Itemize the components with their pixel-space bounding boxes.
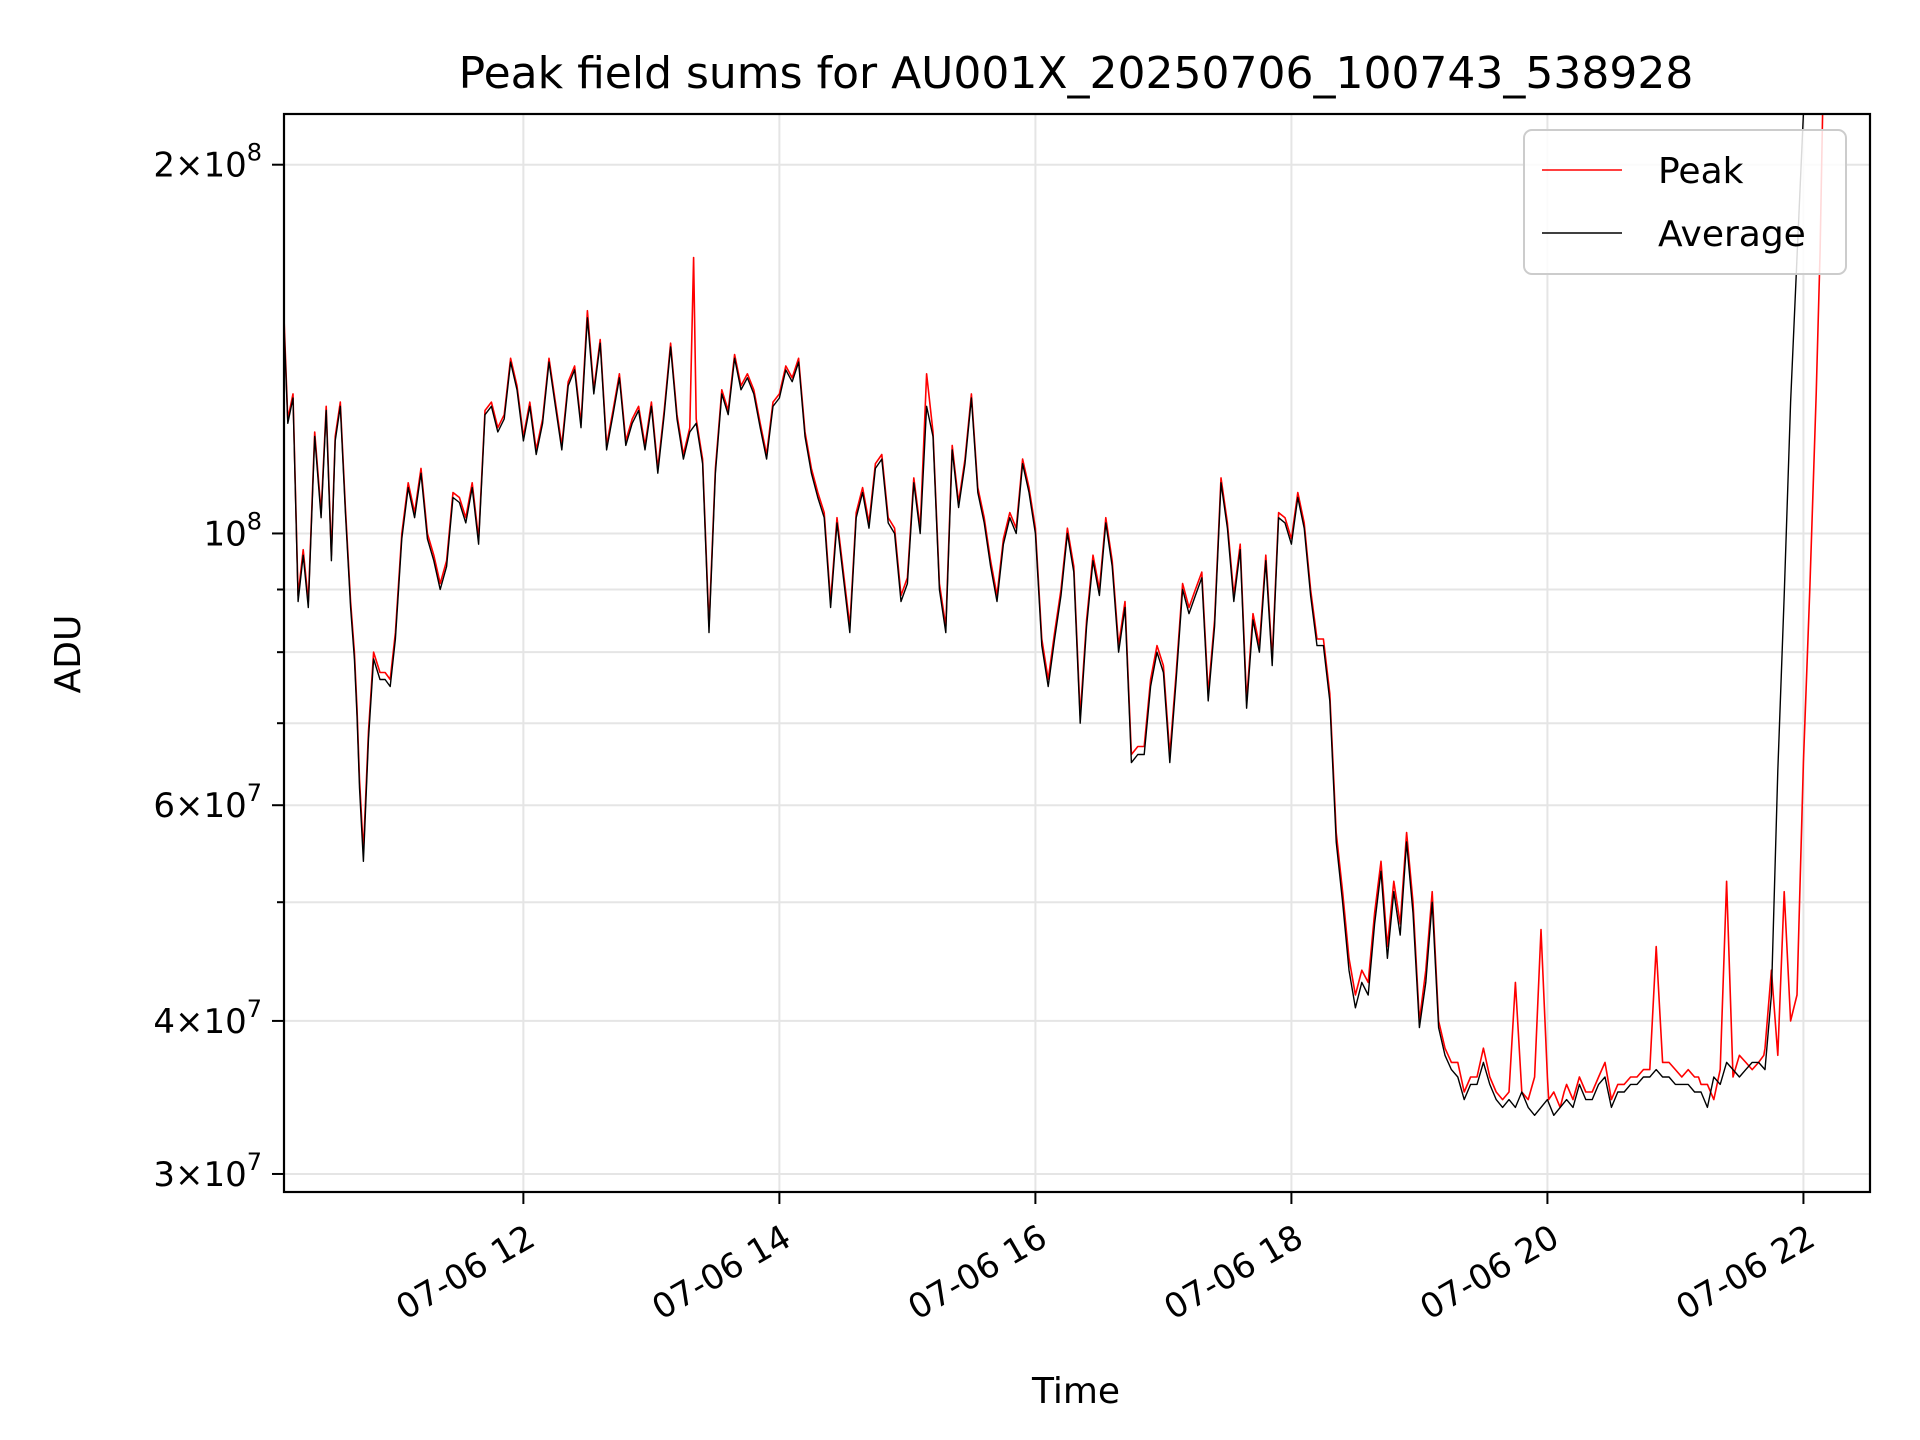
- y-axis-label: ADU: [48, 615, 89, 694]
- legend-label-average: Average: [1658, 214, 1806, 255]
- x-axis-label: Time: [1031, 1371, 1120, 1412]
- y-tick-label: 2×108: [153, 139, 262, 186]
- y-tick-label: 3×107: [153, 1148, 262, 1195]
- series-line-average: [284, 114, 1805, 1117]
- series-line-peak: [284, 114, 1824, 1109]
- chart-title: Peak field sums for AU001X_20250706_1007…: [459, 48, 1694, 99]
- y-tick-label: 108: [203, 507, 262, 554]
- legend-box: [1523, 129, 1847, 275]
- legend-label-peak: Peak: [1658, 151, 1744, 192]
- legend: Peak Average: [1523, 129, 1847, 275]
- y-tick-label: 6×107: [153, 779, 262, 826]
- y-tick-label: 4×107: [153, 995, 262, 1042]
- series-lines: [284, 114, 1824, 1117]
